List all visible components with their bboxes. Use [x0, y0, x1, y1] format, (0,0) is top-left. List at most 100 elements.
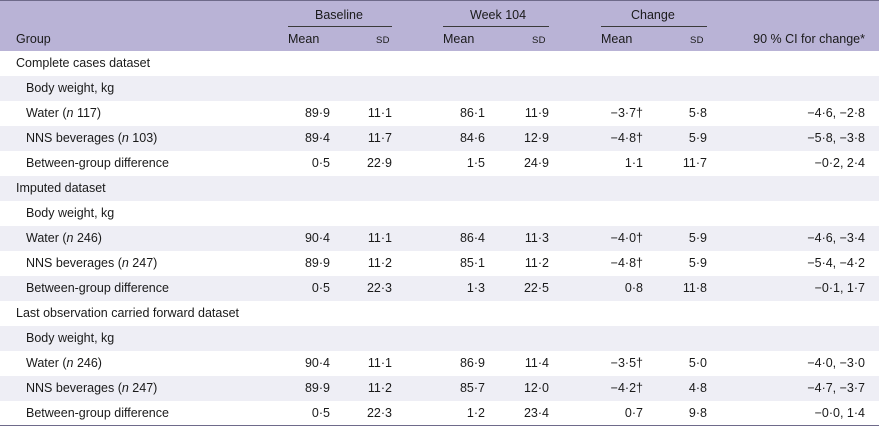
row-label-n: n	[121, 256, 129, 270]
table-cell: 0·7	[624, 406, 643, 420]
row-label-n: n	[121, 131, 129, 145]
table-cell: 11·2	[367, 381, 392, 395]
table-cell: 11·3	[524, 231, 549, 245]
table-row: NNS beverages (n 247) 89·9 11·2 85·7 12·0 −4·…	[0, 376, 879, 401]
table-cell: 89·9	[304, 106, 330, 120]
table-cell: 11·4	[524, 356, 549, 370]
week104-mean-header: Mean	[443, 32, 475, 46]
table-cell: 89·9	[304, 256, 330, 270]
table-cell: 85·7	[459, 381, 485, 395]
table-cell: 11·7	[367, 131, 392, 145]
table-cell: 22·3	[366, 406, 392, 420]
row-label-n: n	[66, 356, 74, 370]
table-cell: −4·0†	[610, 231, 643, 245]
subheading-row: Body weight, kg	[0, 326, 879, 351]
table-cell: −4·2†	[610, 381, 643, 395]
section-row: Imputed dataset	[0, 176, 879, 201]
table-cell: −3·5†	[610, 356, 643, 370]
row-label-n: n	[66, 231, 74, 245]
table-cell: −4·6, −2·8	[807, 106, 865, 120]
row-label-suffix: 247)	[128, 381, 158, 395]
table-cell: 5·9	[688, 131, 707, 145]
row-label-suffix: 103)	[128, 131, 158, 145]
table-cell: 5·9	[688, 256, 707, 270]
row-label-suffix: 117)	[73, 106, 102, 120]
table-cell: 84·6	[459, 131, 485, 145]
table-cell: 11·1	[367, 356, 392, 370]
row-label-suffix: 246)	[73, 231, 102, 245]
table-cell: 1·2	[466, 406, 485, 420]
table-cell: 22·9	[366, 156, 392, 170]
table-cell: 0·5	[311, 156, 330, 170]
table-cell: −0·0, 1·4	[814, 406, 865, 420]
table-row: Between-group difference 0·5 22·3 1·3 22·5 0·…	[0, 276, 879, 301]
table-cell: 11·7	[682, 156, 707, 170]
table-cell: −0·2, 2·4	[814, 156, 865, 170]
table-cell: 24·9	[523, 156, 549, 170]
row-label: Body weight, kg	[26, 331, 115, 345]
table-row: NNS beverages (n 247) 89·9 11·2 85·1 11·2 −4·…	[0, 251, 879, 276]
row-label: Water (n 246)	[26, 231, 102, 245]
table-cell: 86·4	[459, 231, 485, 245]
row-label: Between-group difference	[26, 156, 169, 170]
baseline-sd-header: SD	[376, 35, 390, 46]
table-cell: −0·1, 1·7	[814, 281, 865, 295]
table-cell: −5·8, −3·8	[807, 131, 865, 145]
table-cell: 4·8	[688, 381, 707, 395]
table-cell: 11·2	[524, 256, 549, 270]
change-mean-header: Mean	[601, 32, 633, 46]
row-label-prefix: NNS beverages (	[26, 256, 122, 270]
table-cell: 11·8	[682, 281, 707, 295]
table-cell: −5·4, −4·2	[807, 256, 865, 270]
table-cell: 0·8	[624, 281, 643, 295]
table-cell: 89·9	[304, 381, 330, 395]
section-row: Complete cases dataset	[0, 51, 879, 76]
change-group-header: Change	[631, 8, 675, 22]
section-row: Last observation carried forward dataset	[0, 301, 879, 326]
table-cell: −4·6, −3·4	[807, 231, 865, 245]
baseline-group-header: Baseline	[315, 8, 363, 22]
table-cell: 11·1	[367, 106, 392, 120]
table-cell: −4·0, −3·0	[807, 356, 865, 370]
row-label: Between-group difference	[26, 281, 169, 295]
table-cell: 0·5	[311, 281, 330, 295]
table-cell: −3·7†	[610, 106, 643, 120]
row-label: Water (n 246)	[26, 356, 102, 370]
table-row: NNS beverages (n 103) 89·4 11·7 84·6 12·9 −4·…	[0, 126, 879, 151]
baseline-mean-header: Mean	[288, 32, 320, 46]
table-cell: 12·9	[523, 131, 549, 145]
change-group-rule	[601, 26, 707, 27]
table-cell: 90·4	[304, 356, 330, 370]
week104-group-rule	[443, 26, 549, 27]
row-label-suffix: 247)	[128, 256, 158, 270]
row-label-n: n	[121, 381, 129, 395]
week104-group-header: Week 104	[470, 8, 527, 22]
group-column-header: Group	[16, 32, 51, 46]
change-sd-header: SD	[690, 35, 704, 46]
row-label: NNS beverages (n 103)	[26, 131, 157, 145]
table-cell: 1·5	[466, 156, 485, 170]
table-cell: 85·1	[459, 256, 485, 270]
row-label: Imputed dataset	[16, 181, 106, 195]
row-label-prefix: NNS beverages (	[26, 381, 122, 395]
table-cell: 9·8	[688, 406, 707, 420]
subheading-row: Body weight, kg	[0, 201, 879, 226]
row-label-suffix: 246)	[73, 356, 102, 370]
table-cell: 90·4	[304, 231, 330, 245]
table-cell: 5·0	[688, 356, 707, 370]
table-row: Water (n 246) 90·4 11·1 86·4 11·3 −4·0† 5·9 −4·…	[0, 226, 879, 251]
row-label: NNS beverages (n 247)	[26, 381, 157, 395]
row-label: Complete cases dataset	[16, 56, 151, 70]
table-cell: 22·3	[366, 281, 392, 295]
table-cell: 0·5	[311, 406, 330, 420]
week104-sd-header: SD	[532, 35, 546, 46]
table-cell: −4·8†	[610, 256, 643, 270]
table-cell: 5·9	[688, 231, 707, 245]
row-label: Between-group difference	[26, 406, 169, 420]
row-label-n: n	[66, 106, 74, 120]
table-header: Group Baseline Mean SD Week 104 Mean SD …	[0, 0, 879, 51]
table-cell: 1·1	[624, 156, 643, 170]
table-row: Between-group difference 0·5 22·9 1·5 24·9 1·…	[0, 151, 879, 176]
row-label: Body weight, kg	[26, 81, 115, 95]
